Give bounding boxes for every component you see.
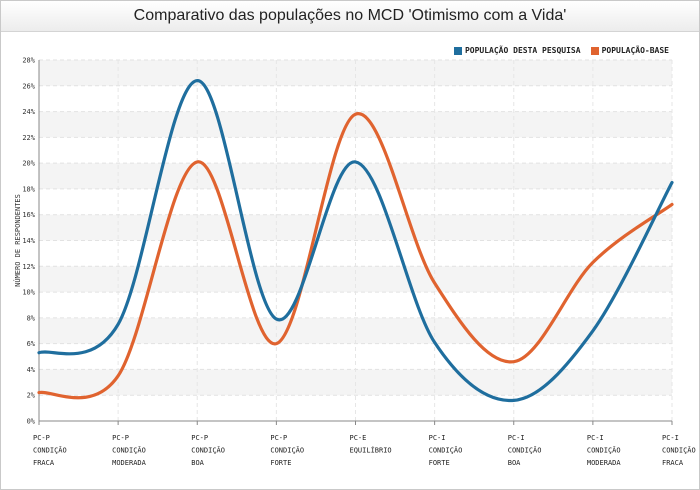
legend-swatch-series-2 bbox=[590, 46, 599, 55]
chart-title: Comparativo das populações no MCD 'Otimi… bbox=[133, 7, 567, 24]
y-tick-label: 2% bbox=[27, 392, 36, 400]
y-tick-label: 10% bbox=[22, 289, 35, 297]
series-line-1 bbox=[37, 78, 674, 403]
legend-item-series-2: POPULAÇÃO-BASE bbox=[590, 46, 669, 55]
y-tick-label: 16% bbox=[22, 211, 35, 219]
legend-item-series-1: POPULAÇÃO DESTA PESQUISA bbox=[453, 46, 581, 55]
x-category-label: PC-I CONDIÇÃO BOA bbox=[508, 434, 542, 467]
legend-swatch-series-1 bbox=[453, 46, 462, 55]
y-tick-labels: 0% 2% 4% 6% 8% 10% 12% 14% 16% 18% 20% 22% 24% 26% 28% bbox=[22, 57, 35, 426]
y-tick-label: 6% bbox=[27, 340, 36, 348]
y-tick-label: 26% bbox=[22, 82, 35, 90]
series-line-2 bbox=[37, 112, 674, 400]
y-tick-label: 8% bbox=[27, 314, 36, 322]
x-category-labels: PC-P CONDIÇÃO FRACA PC-P CONDIÇÃO MODERADA PC-… bbox=[33, 434, 696, 467]
y-tick-label: 0% bbox=[27, 418, 36, 426]
x-category-label: PC-I CONDIÇÃO FORTE bbox=[429, 434, 463, 467]
axes bbox=[38, 60, 673, 425]
y-tick-label: 20% bbox=[22, 160, 35, 168]
x-category-label: PC-E EQUILÍBRIO bbox=[350, 434, 392, 455]
y-tick-label: 24% bbox=[22, 108, 35, 116]
y-tick-label: 28% bbox=[22, 57, 35, 65]
title-bar: Comparativo das populações no MCD 'Otimi… bbox=[1, 1, 699, 32]
y-tick-label: 4% bbox=[27, 366, 36, 374]
x-category-label: PC-I CONDIÇÃO FRACA bbox=[662, 434, 696, 467]
y-tick-label: 14% bbox=[22, 237, 35, 245]
y-tick-label: 22% bbox=[22, 134, 35, 142]
series-lines bbox=[37, 78, 674, 403]
y-tick-label: 12% bbox=[22, 263, 35, 271]
legend-label-series-1: POPULAÇÃO DESTA PESQUISA bbox=[464, 46, 581, 55]
y-tick-label: 18% bbox=[22, 185, 35, 193]
y-axis-title: NÚMERO DE RESPONDENTES bbox=[13, 194, 22, 287]
x-category-label: PC-P CONDIÇÃO MODERADA bbox=[112, 434, 147, 467]
x-category-label: PC-P CONDIÇÃO FRACA bbox=[33, 434, 67, 467]
legend: POPULAÇÃO DESTA PESQUISA POPULAÇÃO-BASE bbox=[453, 46, 669, 55]
x-category-label: PC-P CONDIÇÃO FORTE bbox=[270, 434, 304, 467]
x-category-label: PC-P CONDIÇÃO BOA bbox=[191, 434, 225, 467]
x-category-label: PC-I CONDIÇÃO MODERADA bbox=[587, 434, 622, 467]
legend-label-series-2: POPULAÇÃO-BASE bbox=[601, 46, 669, 55]
